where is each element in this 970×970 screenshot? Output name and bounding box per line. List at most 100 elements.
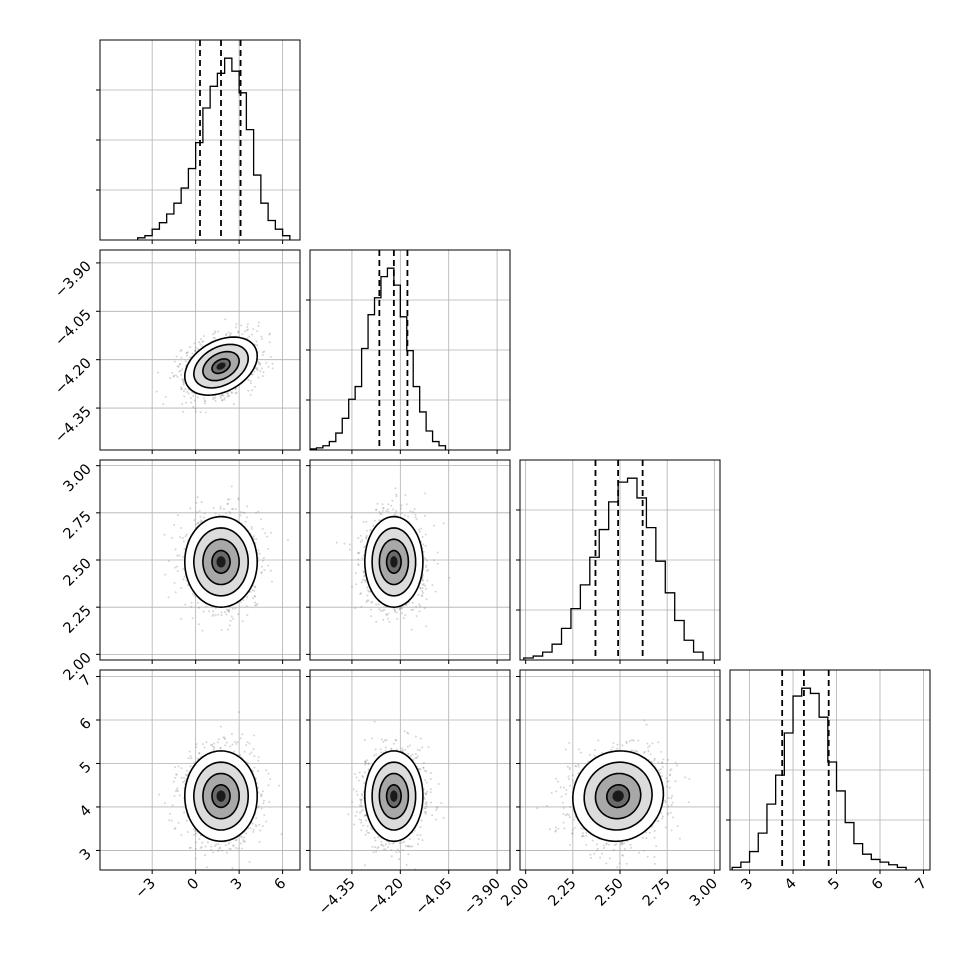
- scatter-point: [225, 511, 228, 514]
- scatter-point: [202, 516, 205, 519]
- scatter-point: [199, 515, 202, 518]
- scatter-point: [201, 340, 204, 343]
- scatter-point: [260, 571, 263, 574]
- scatter-point: [405, 503, 408, 506]
- scatter-point: [362, 570, 365, 573]
- scatter-point: [257, 362, 260, 365]
- scatter-point: [354, 607, 357, 610]
- scatter-point: [391, 499, 394, 502]
- scatter-point: [422, 550, 425, 553]
- scatter-point: [387, 617, 390, 620]
- scatter-point: [201, 743, 204, 746]
- scatter-point: [230, 733, 233, 736]
- scatter-point: [172, 374, 175, 377]
- scatter-point: [434, 590, 437, 593]
- scatter-point: [404, 614, 407, 617]
- density-peak: [390, 556, 398, 568]
- scatter-point: [193, 350, 196, 353]
- scatter-point: [254, 604, 257, 607]
- scatter-point: [404, 493, 407, 496]
- scatter-point: [424, 584, 427, 587]
- scatter-point: [264, 532, 267, 535]
- scatter-point: [182, 383, 185, 386]
- scatter-point: [419, 587, 422, 590]
- panel-content: [100, 460, 300, 660]
- panel-frame: [99, 39, 301, 241]
- scatter-point: [192, 394, 195, 397]
- scatter-point: [221, 399, 224, 402]
- panel-content: [100, 250, 300, 450]
- scatter-point: [379, 609, 382, 612]
- scatter-point: [245, 516, 248, 519]
- scatter-point: [366, 586, 369, 589]
- scatter-point: [182, 382, 185, 385]
- scatter-point: [199, 343, 202, 346]
- scatter-point: [421, 583, 424, 586]
- scatter-point: [245, 329, 248, 332]
- scatter-point: [424, 544, 427, 547]
- scatter-point: [176, 514, 179, 517]
- scatter-point: [246, 337, 249, 340]
- histogram-panel-p1: [306, 249, 511, 454]
- scatter-point: [235, 743, 238, 746]
- scatter-point: [249, 382, 252, 385]
- scatter-point: [375, 620, 378, 623]
- scatter-point: [194, 349, 197, 352]
- scatter-point: [192, 405, 195, 408]
- scatter-point: [230, 507, 233, 510]
- scatter-point: [261, 375, 264, 378]
- scatter-panel-p1-vs-p0: −4.35−4.20−4.05−3.90: [52, 249, 301, 454]
- scatter-point: [411, 510, 414, 513]
- scatter-point: [254, 595, 257, 598]
- scatter-point: [423, 607, 426, 610]
- scatter-point: [200, 501, 203, 504]
- scatter-point: [394, 487, 397, 490]
- scatter-point: [191, 352, 194, 355]
- scatter-point: [365, 529, 368, 532]
- scatter-point: [354, 572, 357, 575]
- scatter-point: [185, 533, 188, 536]
- scatter-point: [361, 539, 364, 542]
- scatter-point: [255, 825, 258, 828]
- scatter-point: [176, 375, 179, 378]
- scatter-point: [387, 612, 390, 615]
- scatter-point: [203, 402, 206, 405]
- scatter-point: [228, 395, 231, 398]
- scatter-point: [269, 531, 272, 534]
- scatter-point: [249, 393, 252, 396]
- scatter-point: [255, 368, 258, 371]
- scatter-point: [228, 511, 231, 514]
- scatter-point: [375, 508, 378, 511]
- histogram-panel-p0: [96, 39, 301, 244]
- y-tick-label: 3.00: [61, 461, 95, 495]
- scatter-point: [362, 571, 365, 574]
- scatter-point: [403, 514, 406, 517]
- scatter-point: [226, 392, 229, 395]
- scatter-point: [393, 609, 396, 612]
- scatter-point: [362, 520, 365, 523]
- scatter-point: [227, 331, 230, 334]
- scatter-panel-p2-vs-p0: 2.002.252.502.753.00: [61, 459, 301, 684]
- scatter-point: [226, 502, 229, 505]
- scatter-point: [267, 564, 270, 567]
- scatter-point: [395, 611, 398, 614]
- scatter-point: [227, 394, 230, 397]
- contour-line: [371, 527, 417, 597]
- scatter-point: [241, 333, 244, 336]
- scatter-point: [418, 610, 421, 613]
- scatter-point: [257, 324, 260, 327]
- scatter-point: [364, 580, 367, 583]
- scatter-point: [413, 508, 416, 511]
- scatter-point: [387, 510, 390, 513]
- scatter-point: [404, 604, 407, 607]
- scatter-point: [256, 344, 259, 347]
- scatter-point: [223, 396, 226, 399]
- scatter-point: [262, 371, 265, 374]
- scatter-point: [167, 596, 170, 599]
- scatter-point: [382, 506, 385, 509]
- scatter-point: [366, 599, 369, 602]
- scatter-point: [197, 521, 200, 524]
- scatter-point: [182, 390, 185, 393]
- scatter-point: [395, 493, 398, 496]
- y-tick-label: −3.90: [52, 258, 95, 301]
